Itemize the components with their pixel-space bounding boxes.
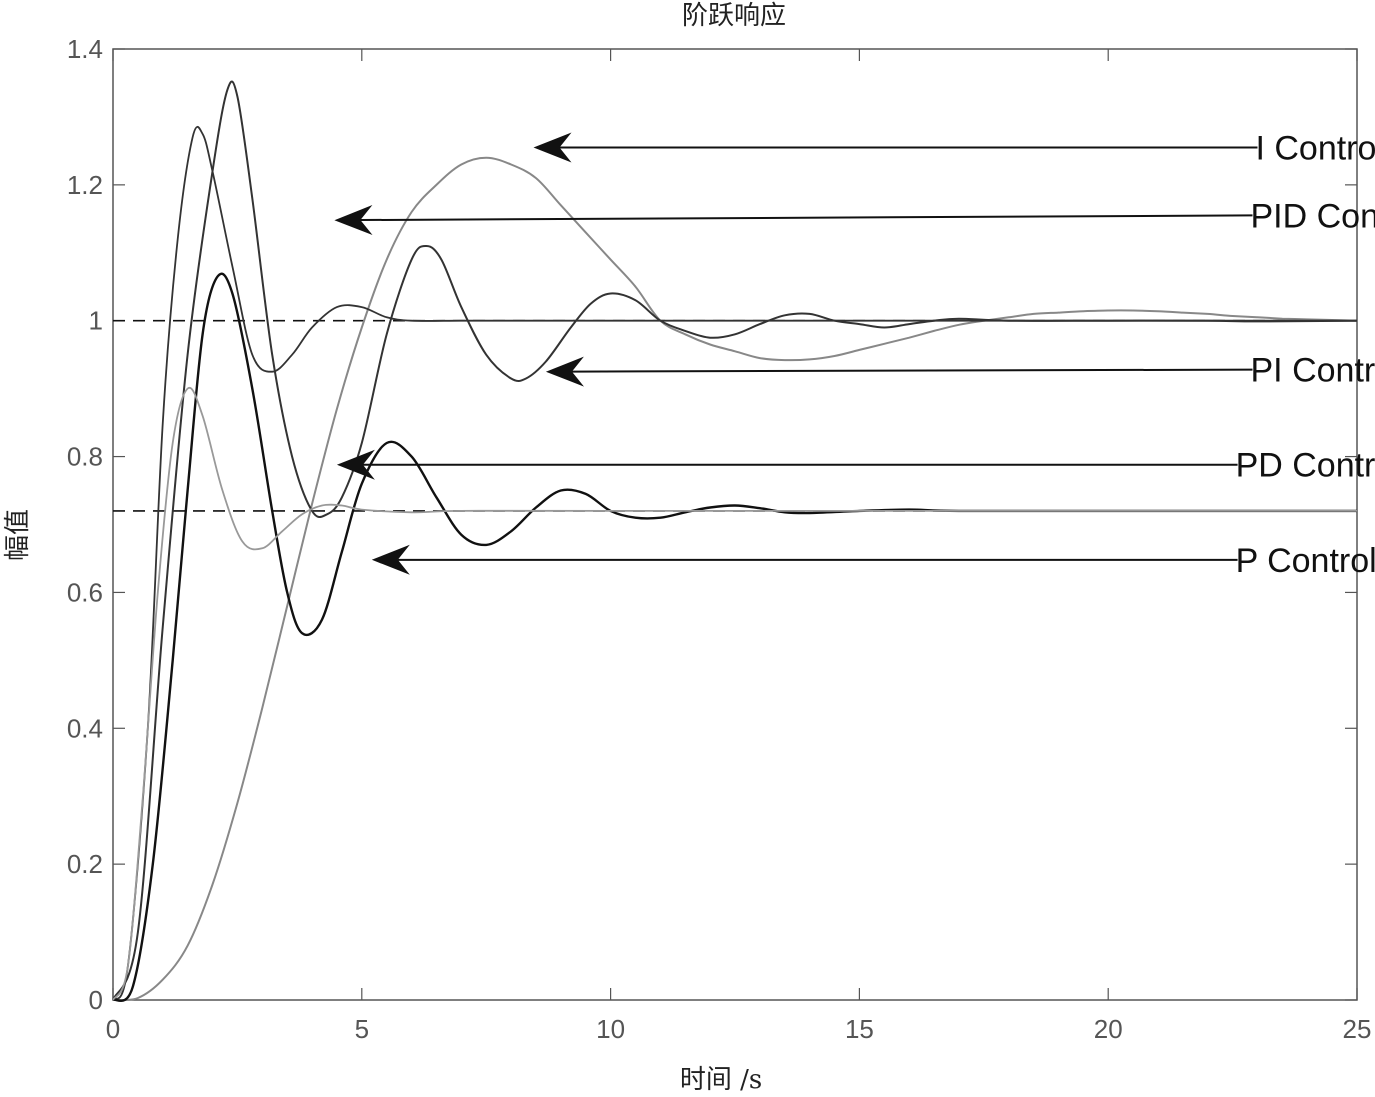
x-tick-label: 0: [106, 1014, 120, 1044]
y-tick-label: 1: [89, 306, 103, 336]
y-tick-label: 1.2: [67, 170, 103, 200]
x-tick-label: 25: [1343, 1014, 1372, 1044]
y-tick-label: 1.4: [67, 34, 103, 64]
x-tick-label: 15: [845, 1014, 874, 1044]
annotation-arrowhead: [545, 356, 584, 387]
annotation-label: PI Control: [1251, 352, 1375, 390]
annotation-arrowhead: [371, 544, 410, 575]
series-line-3: [112, 126, 1357, 1001]
annotation-arrow-line: [360, 214, 1253, 222]
annotation-arrowhead: [334, 205, 373, 235]
annotation-label: P Control: [1236, 542, 1375, 580]
plot-area: 0 5 10 15 20 25 0 0.2 0.4 0.6 0.8 1 1.2 1.4 I Control…: [67, 34, 1375, 1044]
x-tick-label: 5: [355, 1014, 369, 1044]
annotation-label: PID Control: [1251, 197, 1375, 235]
series-line-4: [112, 272, 1357, 1003]
annotation-label: PD Control: [1236, 447, 1375, 485]
series-line-5: [112, 386, 1357, 1001]
y-tick-label: 0.4: [67, 713, 103, 743]
y-tick-label: 0.8: [67, 442, 103, 472]
annotations: I Control PID Control PI Control PD Control…: [334, 129, 1375, 580]
annotation-arrowhead: [533, 132, 572, 163]
series-line-1: [112, 156, 1358, 1002]
plot-frame: [112, 48, 1358, 1001]
axis-ticks: 0 5 10 15 20 25 0 0.2 0.4 0.6 0.8 1 1.2 1.4: [67, 34, 1372, 1044]
series-line-2: [112, 80, 1358, 1001]
y-tick-label: 0.2: [67, 849, 103, 879]
y-tick-label: 0: [89, 985, 103, 1015]
annotation-arrow-line: [571, 368, 1253, 373]
annotation-arrowhead: [336, 449, 375, 480]
annotation-label: I Control: [1255, 129, 1375, 167]
x-axis-title: 时间 /s: [680, 1065, 762, 1095]
y-tick-label: 0.6: [67, 577, 103, 607]
y-axis-title: 幅值: [3, 509, 33, 561]
chart-title: 阶跃响应: [682, 1, 786, 31]
x-tick-label: 20: [1094, 1014, 1123, 1044]
series-lines: [112, 80, 1358, 1003]
x-tick-label: 10: [596, 1014, 625, 1044]
